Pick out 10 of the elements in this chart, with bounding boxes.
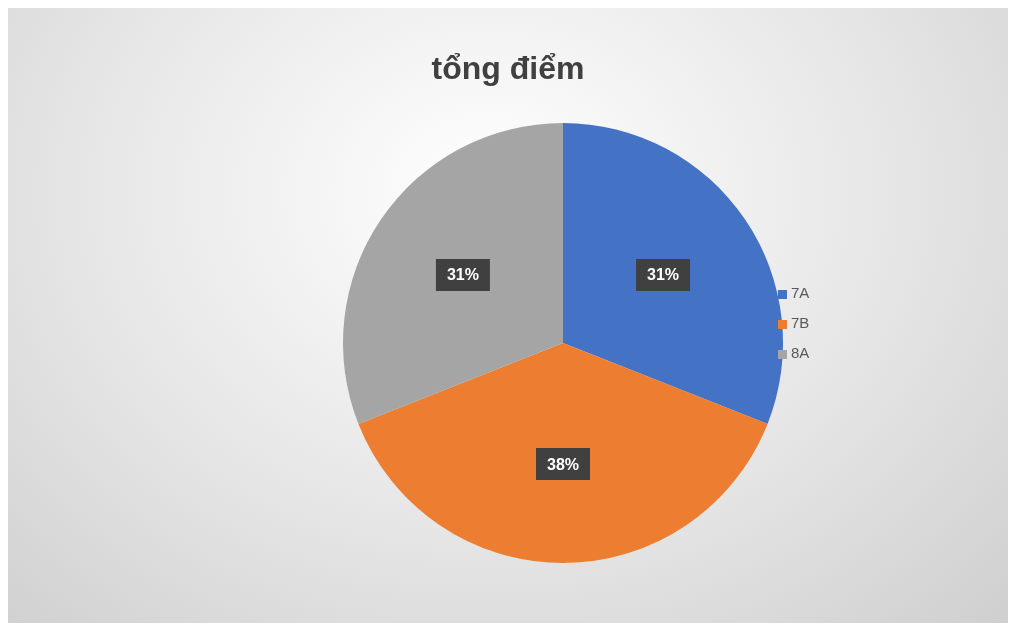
data-label: 38% [546,455,580,473]
pie-slice [563,123,783,424]
legend-label: 8A [791,344,810,361]
legend-label: 7A [791,284,810,301]
chart-title: tổng điểm [431,50,585,86]
data-label: 31% [647,266,680,284]
legend-label: 7B [791,314,810,331]
pie-slice [343,123,563,424]
data-label: 31% [446,266,479,284]
pie-slice [358,343,768,563]
